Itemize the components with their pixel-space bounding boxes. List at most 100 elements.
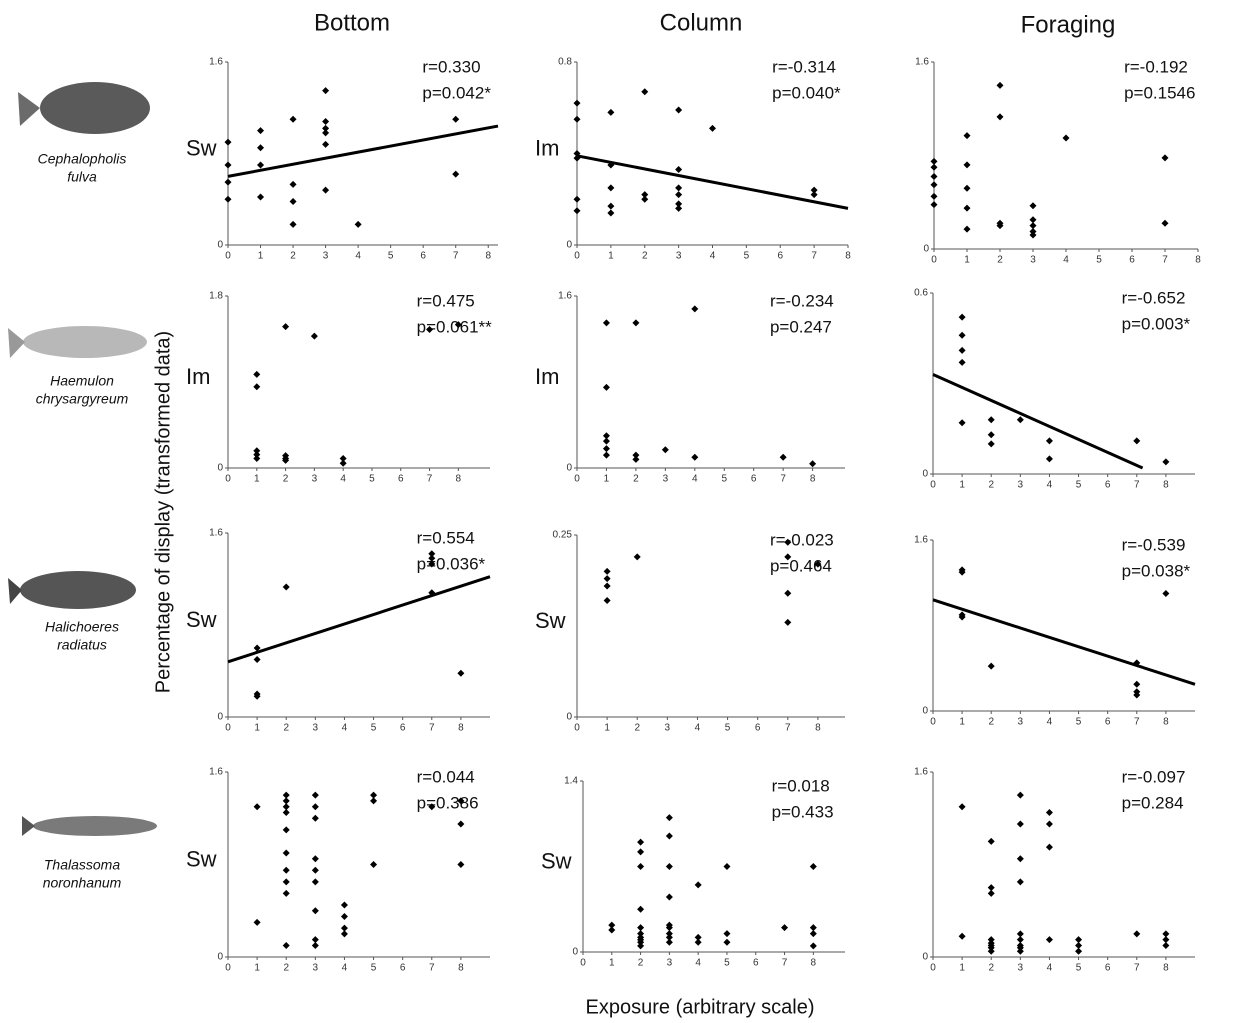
point — [1133, 930, 1141, 938]
fish-icon — [33, 816, 157, 836]
x-tick-label: 2 — [638, 958, 644, 969]
x-tick-label: 6 — [753, 958, 759, 969]
point — [1045, 437, 1053, 445]
x-tick-label: 3 — [323, 251, 329, 262]
x-tick-label: 7 — [780, 474, 786, 485]
point — [1029, 216, 1037, 224]
point — [602, 383, 610, 391]
y-tick-label: 1.6 — [209, 528, 223, 539]
point — [1016, 820, 1024, 828]
y-tick-label: 0.6 — [914, 288, 928, 299]
x-tick-label: 5 — [744, 251, 750, 262]
point — [603, 567, 611, 575]
x-tick-label: 7 — [453, 251, 459, 262]
x-tick-label: 1 — [258, 251, 264, 262]
annotation: r=-0.192 — [1124, 57, 1188, 76]
point — [963, 132, 971, 140]
x-tick-label: 4 — [355, 251, 361, 262]
panel-label: Sw — [541, 848, 572, 873]
y-tick-label: 1.6 — [209, 767, 223, 778]
x-tick-label: 6 — [1105, 480, 1111, 491]
point — [602, 445, 610, 453]
point — [452, 115, 460, 123]
x-tick-label: 1 — [604, 723, 610, 734]
point — [633, 553, 641, 561]
x-tick-label: 0 — [574, 474, 580, 485]
point — [963, 184, 971, 192]
panel-label: Im — [535, 364, 559, 389]
point — [641, 88, 649, 96]
x-tick-label: 6 — [751, 474, 757, 485]
point — [253, 447, 261, 455]
point — [637, 863, 645, 870]
point — [370, 861, 378, 868]
x-tick-label: 5 — [388, 251, 394, 262]
point — [637, 930, 645, 938]
point — [282, 878, 290, 886]
point — [1016, 416, 1024, 424]
point — [641, 195, 649, 203]
point — [637, 848, 645, 856]
x-tick-label: 6 — [1105, 717, 1111, 728]
point — [607, 161, 615, 169]
annotation: p=0.003* — [1122, 314, 1191, 333]
point — [665, 863, 673, 870]
x-tick-label: 0 — [931, 255, 937, 266]
x-tick-label: 8 — [1163, 480, 1169, 491]
x-tick-label: 7 — [1162, 255, 1168, 266]
point — [257, 127, 265, 135]
point — [339, 459, 347, 467]
x-tick-label: 5 — [724, 958, 730, 969]
x-tick-label: 2 — [642, 251, 648, 262]
fit-line — [932, 373, 1144, 470]
fit-line — [227, 575, 491, 664]
point — [603, 597, 611, 605]
point — [987, 662, 995, 670]
annotation: p=0.038* — [1122, 561, 1191, 580]
annotation: p=0.036* — [417, 554, 486, 573]
x-tick-label: 6 — [400, 723, 406, 734]
point — [282, 797, 290, 805]
x-tick-label: 5 — [1076, 963, 1082, 974]
point — [987, 884, 995, 892]
point — [987, 947, 995, 955]
x-tick-label: 2 — [997, 255, 1003, 266]
x-tick-label: 1 — [959, 717, 965, 728]
annotation: r=-0.652 — [1122, 288, 1186, 307]
point — [723, 938, 731, 946]
x-tick-label: 8 — [1163, 963, 1169, 974]
point — [958, 568, 966, 576]
x-tick-label: 2 — [988, 963, 994, 974]
x-tick-label: 5 — [369, 474, 375, 485]
point — [996, 81, 1004, 89]
x-tick-label: 3 — [312, 474, 318, 485]
point — [723, 863, 731, 870]
x-tick-label: 8 — [458, 723, 464, 734]
point — [253, 656, 261, 663]
annotation: p=0.433 — [772, 802, 834, 821]
x-tick-label: 8 — [458, 963, 464, 974]
annotation: r=0.475 — [417, 291, 475, 310]
point — [573, 154, 581, 162]
point — [1162, 941, 1170, 949]
point — [809, 460, 817, 468]
species-name: chrysargyreum — [36, 391, 129, 407]
point — [289, 220, 297, 228]
x-tick-label: 7 — [427, 474, 433, 485]
x-tick-label: 1 — [608, 251, 614, 262]
point — [665, 832, 673, 840]
y-tick-label: 0 — [572, 947, 578, 958]
point — [257, 193, 265, 201]
point — [311, 907, 319, 915]
column-title: Foraging — [1021, 11, 1116, 38]
point — [253, 803, 261, 811]
point — [1161, 219, 1169, 227]
point — [370, 797, 378, 805]
x-tick-label: 6 — [400, 963, 406, 974]
point — [694, 881, 702, 889]
point — [1133, 691, 1141, 699]
y-tick-label: 0 — [923, 244, 929, 255]
point — [1133, 680, 1141, 688]
point — [958, 932, 966, 940]
point — [810, 191, 818, 199]
